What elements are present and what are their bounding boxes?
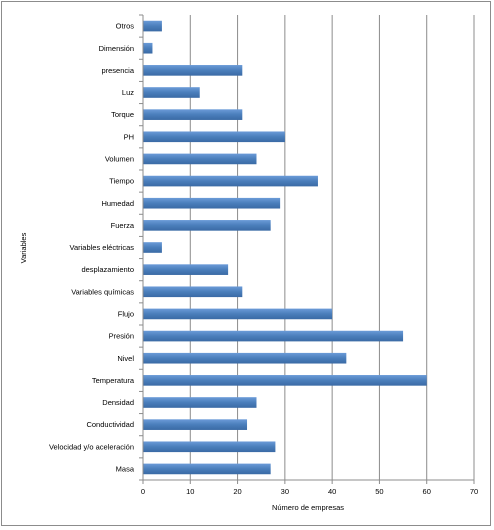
x-tick-label: 10 xyxy=(186,487,194,496)
bar xyxy=(143,352,347,364)
y-tick-label: Fuerza xyxy=(111,221,135,230)
bar xyxy=(143,20,162,32)
y-tick-label: Variables químicas xyxy=(71,287,134,296)
bar xyxy=(143,397,257,408)
x-tick-label: 70 xyxy=(470,487,478,496)
bar xyxy=(143,131,285,143)
bar xyxy=(143,375,427,386)
category-labels: Otros Dimensión presencia Luz Torque PH Volume… xyxy=(49,22,135,474)
y-tick-label: Presión xyxy=(109,332,134,341)
x-tick-label: 20 xyxy=(233,487,241,496)
x-tick-label: 0 xyxy=(141,487,145,496)
axes xyxy=(139,14,475,484)
y-tick-label: Variables eléctricas xyxy=(70,243,135,252)
bar xyxy=(143,153,257,165)
gridlines xyxy=(189,15,475,480)
bar xyxy=(143,109,243,120)
y-tick-label: Humedad xyxy=(101,199,134,208)
x-tick-labels: 0 10 20 30 40 50 60 70 xyxy=(141,487,478,496)
y-tick-label: Flujo xyxy=(118,310,134,319)
y-tick-label: Torque xyxy=(111,110,134,119)
bar xyxy=(143,441,276,453)
bar xyxy=(143,419,248,430)
bar xyxy=(143,175,318,187)
bar xyxy=(143,197,281,209)
x-tick-label: 60 xyxy=(423,487,431,496)
bar xyxy=(143,42,153,54)
y-tick-label: Otros xyxy=(116,22,135,31)
y-tick-label: Conductividad xyxy=(86,420,134,429)
bar xyxy=(143,330,404,342)
bar xyxy=(143,242,162,253)
bars xyxy=(143,20,427,475)
y-tick-label: Masa xyxy=(116,465,135,474)
bar xyxy=(143,463,271,475)
y-tick-label: desplazamiento xyxy=(81,265,134,274)
bar xyxy=(143,87,200,98)
bar xyxy=(143,286,243,298)
bar xyxy=(143,65,243,76)
y-tick-label: presencia xyxy=(101,66,134,75)
y-tick-label: Volumen xyxy=(105,155,134,164)
y-tick-label: PH xyxy=(124,132,134,141)
y-axis-title: Variables xyxy=(19,232,28,263)
x-tick-label: 50 xyxy=(375,487,383,496)
x-tick-label: 30 xyxy=(281,487,289,496)
bar xyxy=(143,308,333,320)
y-tick-label: Velocidad y/o aceleración xyxy=(49,442,134,451)
y-tick-label: Densidad xyxy=(102,398,134,407)
x-tick-label: 40 xyxy=(328,487,336,496)
y-tick-label: Nivel xyxy=(117,354,134,363)
y-tick-label: Luz xyxy=(122,88,134,97)
y-tick-label: Dimensión xyxy=(99,44,134,53)
bar xyxy=(143,264,229,275)
y-tick-label: Tiempo xyxy=(109,177,134,186)
bar xyxy=(143,220,271,231)
x-axis-title: Número de empresas xyxy=(272,503,344,512)
y-tick-label: Temperatura xyxy=(92,376,135,385)
